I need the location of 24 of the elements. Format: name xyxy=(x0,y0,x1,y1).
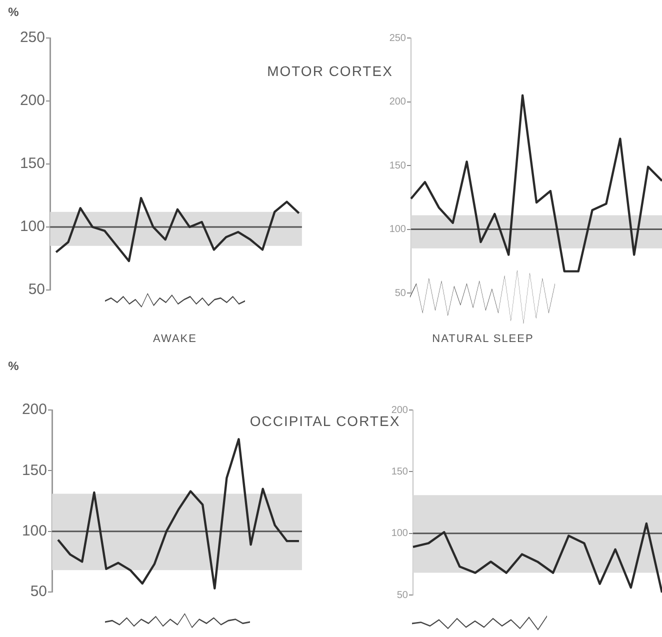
y-tick-label: 50 xyxy=(28,281,45,298)
y-tick-label: 200 xyxy=(389,96,406,108)
text: MOTOR CORTEX xyxy=(267,63,393,79)
y-tick-label: 150 xyxy=(20,155,45,172)
chart-title: OCCIPITAL CORTEX xyxy=(250,413,400,429)
y-tick-label: 150 xyxy=(389,160,406,172)
y-tick-label: 100 xyxy=(22,522,47,540)
text: NATURAL SLEEP xyxy=(432,333,534,345)
y-tick-label: 200 xyxy=(20,92,45,110)
y-axis-title: % xyxy=(8,5,20,19)
y-tick-label: 200 xyxy=(22,401,47,418)
y-axis-title: % xyxy=(8,359,20,373)
y-tick-label: 150 xyxy=(22,462,47,479)
y-tick-label: 200 xyxy=(391,404,408,416)
y-tick-label: 50 xyxy=(30,583,47,600)
text: AWAKE xyxy=(153,333,197,345)
y-tick-label: 250 xyxy=(389,32,406,44)
y-tick-label: 250 xyxy=(20,29,45,46)
y-tick-label: 100 xyxy=(20,218,45,236)
y-tick-label: 50 xyxy=(394,288,406,299)
y-tick-label: 150 xyxy=(391,466,408,478)
y-tick-label: 100 xyxy=(389,224,406,235)
y-tick-label: 50 xyxy=(396,590,408,601)
y-tick-label: 100 xyxy=(391,528,408,540)
